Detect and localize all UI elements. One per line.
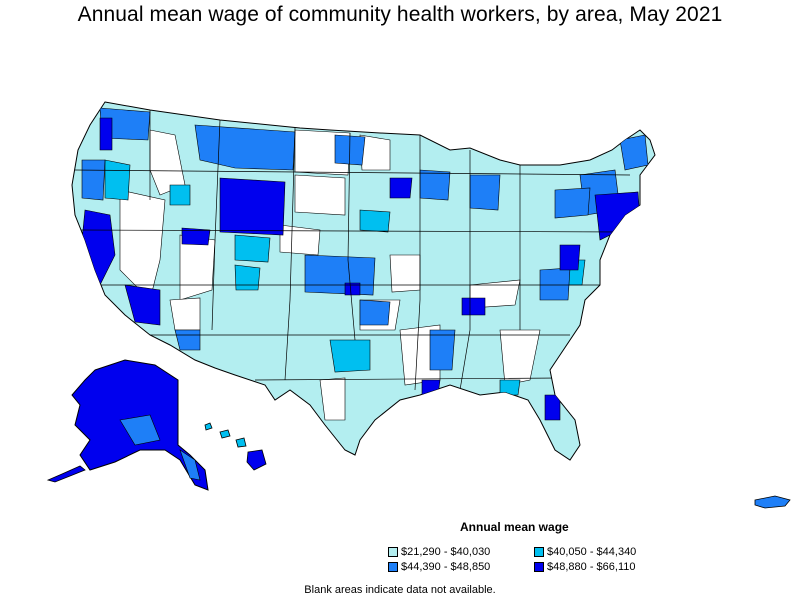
boundary-line [74,169,631,176]
michigan-region [469,174,501,211]
washington-coast-region [99,117,113,151]
legend-label: $48,880 - $66,110 [547,561,636,573]
missouri-area [389,254,421,293]
virginia-region [539,267,571,301]
hawaii-island-maui [235,437,247,448]
texas-south-area [319,377,346,421]
maryland-region [559,244,581,271]
alabama-region [429,329,456,371]
alaska-region [46,359,209,491]
legend-swatch [388,562,398,572]
legend-label: $21,290 - $40,030 [401,546,491,558]
boundary-line [211,119,221,331]
alaska-panhandle-area [179,449,201,481]
legend-label: $40,050 - $44,340 [547,546,637,558]
south-dakota-area [294,174,346,216]
region-f [169,184,191,206]
region-e [359,209,391,233]
region-d [329,339,371,373]
wyoming-region [219,177,286,236]
new-york-region [554,187,591,219]
northeast-corridor-region [594,191,641,241]
wage-band-2-areas [104,159,586,396]
puerto-rico-island [754,495,791,509]
legend-swatch [388,547,398,557]
legend-swatch [534,547,544,557]
hawaii-region [204,422,267,471]
legend-title: Annual mean wage [460,520,569,534]
minnesota-metro-region [389,177,413,199]
map-title: Annual mean wage of community health wor… [77,3,723,26]
alaska-south-area [119,414,161,446]
conus-region [71,101,656,461]
montana-region [194,124,296,171]
region-b [234,234,271,263]
boundary-line [347,132,356,341]
legend-item-band-3: $44,390 - $48,850 [388,561,490,573]
puerto-rico-region [754,495,791,509]
wage-band-3-areas [81,107,649,371]
oregon-coast-region [81,159,106,201]
boundary-line [459,150,471,391]
boundary-line [284,127,296,381]
legend-item-band-2: $40,050 - $44,340 [534,546,636,558]
region-h [499,379,521,396]
arizona-area [169,297,201,331]
wisconsin-region [419,169,451,201]
boundary-line [254,377,561,381]
southeast-area [499,329,541,386]
wage-band-4-areas [81,117,641,421]
hawaii-island-big [246,449,267,471]
nebraska-area [279,224,321,256]
boundary-lines [74,110,631,391]
aleutian-islands [46,465,86,483]
legend-item-band-1: $21,290 - $40,030 [388,546,490,558]
california-south-region [124,284,161,326]
legend-swatch [534,562,544,572]
kansas-metro-region [344,282,361,296]
footnote: Blank areas indicate data not available. [304,584,496,596]
hawaii-island-oahu [219,429,231,439]
hawaii-island-kauai [204,422,213,431]
florida-region [544,394,561,421]
boundary-line [414,135,421,391]
no-data-areas [119,129,541,421]
arkansas-region [359,299,391,326]
nevada-area [119,189,166,301]
boundary-line [79,229,626,233]
region-a [104,159,131,201]
kansas-region [304,254,376,296]
alabama-south-region [421,379,441,396]
legend-label: $44,390 - $48,850 [401,561,491,573]
colorado-region [181,227,211,246]
tennessee-region [461,297,486,316]
region-c [234,264,261,291]
legend-item-band-4: $48,880 - $66,110 [534,561,635,573]
